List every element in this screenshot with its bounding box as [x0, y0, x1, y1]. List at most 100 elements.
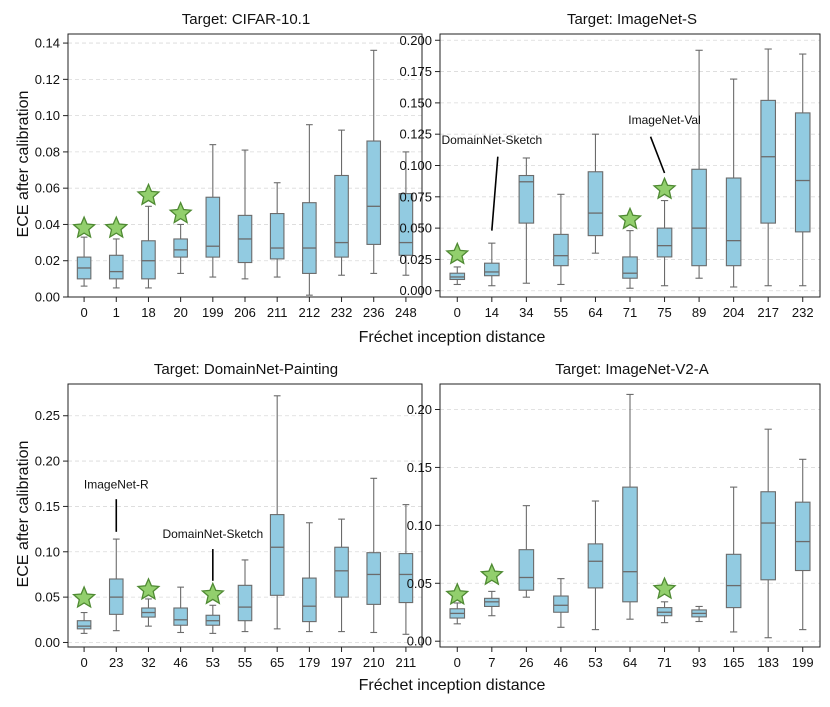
box-212 — [302, 124, 317, 296]
y-tick-label: 0.075 — [399, 189, 432, 204]
box-18 — [141, 205, 156, 289]
y-tick-label: 0.10 — [407, 518, 432, 533]
star-marker — [652, 576, 677, 600]
x-tick-label: 236 — [363, 305, 385, 320]
x-tick-label: 197 — [331, 655, 353, 670]
x-tick-label: 217 — [757, 305, 779, 320]
star-marker — [168, 200, 193, 224]
iqr-box — [518, 174, 535, 224]
y-tick-label: 0.05 — [407, 576, 432, 591]
axes-frame — [67, 33, 423, 298]
x-tick-label: 18 — [141, 305, 155, 320]
box-26 — [518, 505, 535, 598]
box-0 — [76, 611, 92, 634]
box-55 — [553, 193, 569, 286]
y-tick-label: 0.00 — [35, 290, 60, 305]
box-204 — [725, 78, 742, 288]
y-tick-label: 0.02 — [35, 253, 60, 268]
y-tick-label: 0.06 — [35, 181, 60, 196]
x-tick-label: 7 — [488, 655, 495, 670]
box-0 — [76, 236, 92, 287]
x-tick-label: 248 — [395, 305, 417, 320]
box-64 — [587, 133, 604, 254]
iqr-box — [366, 552, 382, 605]
box-165 — [725, 486, 742, 633]
y-tick-label: 0.12 — [35, 72, 60, 87]
x-tick-label: 26 — [519, 655, 533, 670]
annotation-line — [491, 156, 499, 231]
x-tick-label: 64 — [623, 655, 637, 670]
x-tick-label: 46 — [554, 655, 568, 670]
box-0 — [449, 266, 466, 286]
panel-title: Target: ImageNet-S — [567, 11, 697, 28]
star-marker — [652, 176, 677, 200]
x-tick-label: 53 — [588, 655, 602, 670]
x-tick-label: 199 — [792, 655, 814, 670]
iqr-box — [587, 543, 604, 589]
chart-1: 0.00 0.02 0.04 0.06 0.08 0.10 0.12 0.14 0 1 18 20 19… — [35, 33, 423, 320]
iqr-box — [553, 595, 569, 613]
iqr-box — [269, 213, 285, 260]
box-53 — [587, 500, 604, 631]
x-tick-label: 165 — [723, 655, 745, 670]
star-marker — [445, 241, 470, 265]
box-232 — [334, 129, 349, 276]
y-tick-label: 0.08 — [35, 144, 60, 159]
star-marker — [72, 215, 97, 239]
x-tick-label: 183 — [757, 655, 779, 670]
box-1 — [108, 238, 124, 289]
box-179 — [302, 522, 317, 633]
axes-frame — [439, 383, 821, 648]
annotation-label: DomainNet-Sketch — [162, 527, 263, 541]
x-tick-label: 0 — [80, 305, 87, 320]
iqr-box — [76, 620, 92, 630]
y-tick-label: 0.10 — [35, 544, 60, 559]
iqr-box — [237, 584, 253, 622]
iqr-box — [302, 202, 317, 274]
y-axis-label-bottom: ECE after calibration — [15, 441, 32, 588]
panel-imagenet-s: Target: ImageNet-S — [567, 11, 697, 28]
chart-4: 0.00 0.05 0.10 0.15 0.20 0 7 26 46 53 64 71 93 165 183… — [407, 383, 821, 670]
y-tick-label: 0.20 — [35, 454, 60, 469]
y-tick-label: 0.15 — [35, 499, 60, 514]
axes-frame — [67, 383, 423, 648]
y-tick-label: 0.20 — [407, 402, 432, 417]
iqr-box — [366, 140, 382, 245]
box-46 — [553, 578, 569, 628]
box-0 — [449, 602, 466, 625]
iqr-box — [794, 112, 811, 233]
panel-title: Target: DomainNet-Painting — [154, 361, 338, 378]
box-183 — [760, 428, 776, 639]
iqr-box — [302, 577, 317, 623]
x-tick-label: 55 — [238, 655, 252, 670]
panel-title: Target: ImageNet-V2-A — [555, 361, 708, 378]
iqr-box — [587, 171, 604, 237]
iqr-box — [173, 238, 188, 258]
box-93 — [691, 605, 707, 623]
y-tick-label: 0.200 — [399, 33, 432, 48]
iqr-box — [553, 233, 569, 267]
y-tick-label: 0.100 — [399, 158, 432, 173]
x-tick-label: 204 — [723, 305, 745, 320]
box-14 — [484, 242, 500, 287]
x-tick-label: 179 — [299, 655, 321, 670]
box-23 — [108, 538, 124, 632]
box-32 — [141, 598, 156, 627]
x-tick-label: 0 — [80, 655, 87, 670]
x-tick-label: 55 — [554, 305, 568, 320]
x-tick-label: 34 — [519, 305, 533, 320]
x-tick-label: 212 — [299, 305, 321, 320]
star-marker — [136, 182, 161, 206]
star-marker — [72, 585, 97, 609]
y-tick-label: 0.050 — [399, 221, 432, 236]
box-211 — [398, 504, 414, 635]
x-tick-label: 1 — [113, 305, 120, 320]
y-tick-label: 0.05 — [35, 590, 60, 605]
iqr-box — [760, 491, 776, 581]
iqr-box — [398, 553, 414, 604]
y-tick-label: 0.125 — [399, 127, 432, 142]
x-tick-label: 93 — [692, 655, 706, 670]
y-tick-label: 0.00 — [407, 634, 432, 649]
box-64 — [622, 393, 638, 620]
box-217 — [760, 48, 776, 287]
